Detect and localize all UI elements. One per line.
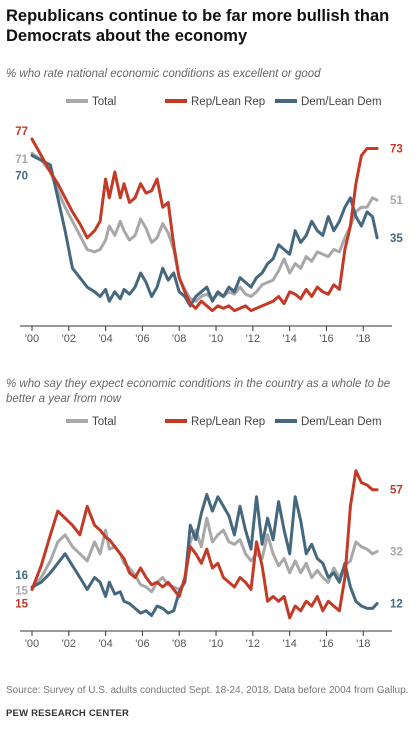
- x-tick-label: '14: [282, 638, 296, 650]
- legend-label-total: Total: [92, 96, 117, 108]
- start-label-dem: 70: [15, 171, 28, 183]
- end-label-dem: 35: [390, 233, 403, 245]
- legend-dem: Dem/Lean Dem: [275, 96, 382, 108]
- x-tick-label: '04: [98, 638, 112, 650]
- chart-2-legend: Total Rep/Lean Rep Dem/Lean Dem: [0, 416, 419, 430]
- legend-label-total: Total: [92, 416, 117, 428]
- x-tick-label: '14: [282, 333, 296, 345]
- series-line-total: [30, 516, 379, 594]
- legend-label-dem: Dem/Lean Dem: [301, 416, 382, 428]
- x-tick-label: '10: [209, 638, 223, 650]
- x-tick-label: '18: [356, 638, 370, 650]
- chart-1-economic-ratings: '00 '02 '04 '06 '08 '10 '12 '14 '16 '18 71 51 77 73 70…: [15, 126, 403, 345]
- legend-swatch-rep: [165, 418, 187, 423]
- x-tick-label: '18: [356, 333, 370, 345]
- legend-swatch-dem: [275, 98, 297, 103]
- x-tick-label: '04: [98, 333, 112, 345]
- chart-1-legend: Total Rep/Lean Rep Dem/Lean Dem: [0, 96, 419, 110]
- legend-swatch-total: [66, 98, 88, 103]
- end-label-rep: 57: [390, 485, 403, 497]
- legend-rep: Rep/Lean Rep: [165, 96, 265, 108]
- end-label-total: 51: [390, 195, 403, 207]
- start-label-rep: 15: [15, 598, 28, 610]
- legend-total: Total: [66, 96, 116, 108]
- end-label-total: 32: [390, 546, 403, 558]
- start-label-total: 15: [15, 585, 28, 597]
- source-note: Source: Survey of U.S. adults conducted …: [6, 685, 409, 696]
- legend-swatch-dem: [275, 418, 297, 423]
- x-tick-label: '08: [172, 638, 186, 650]
- x-tick-label: '08: [172, 333, 186, 345]
- x-tick-label: '02: [62, 638, 76, 650]
- legend-dem: Dem/Lean Dem: [275, 416, 382, 428]
- chart-1-subtitle: % who rate national economic conditions …: [6, 68, 321, 80]
- x-tick-label: '00: [25, 638, 39, 650]
- start-label-rep: 77: [15, 126, 28, 138]
- series-line-dem: [30, 493, 379, 617]
- legend-label-dem: Dem/Lean Dem: [301, 96, 382, 108]
- x-tick-label: '16: [319, 638, 333, 650]
- x-tick-label: '12: [246, 333, 260, 345]
- x-tick-label: '06: [135, 638, 149, 650]
- x-tick-label: '16: [319, 333, 333, 345]
- legend-label-rep: Rep/Lean Rep: [191, 96, 266, 108]
- start-label-total: 71: [15, 154, 28, 166]
- legend-label-rep: Rep/Lean Rep: [191, 416, 266, 428]
- series-line-rep: [30, 469, 379, 620]
- org-credit: PEW RESEARCH CENTER: [6, 708, 130, 719]
- end-label-dem: 12: [390, 599, 403, 611]
- x-tick-label: '10: [209, 333, 223, 345]
- legend-swatch-total: [66, 418, 88, 423]
- start-label-dem: 16: [15, 570, 28, 582]
- x-tick-label: '02: [62, 333, 76, 345]
- chart-2-economic-expectations: '00 '02 '04 '06 '08 '10 '12 '14 '16 '18 15 32 15 57 16…: [15, 469, 403, 650]
- x-tick-label: '00: [25, 333, 39, 345]
- chart-title: Republicans continue to be far more bull…: [6, 7, 390, 45]
- legend-rep: Rep/Lean Rep: [165, 416, 265, 428]
- series-line-rep: [30, 137, 379, 313]
- end-label-rep: 73: [390, 143, 403, 155]
- legend-total: Total: [66, 416, 116, 428]
- legend-swatch-rep: [165, 98, 187, 103]
- series-line-dem: [30, 154, 379, 308]
- chart-2-subtitle: % who say they expect economic condition…: [6, 378, 391, 405]
- x-tick-label: '12: [246, 638, 260, 650]
- x-tick-label: '06: [135, 333, 149, 345]
